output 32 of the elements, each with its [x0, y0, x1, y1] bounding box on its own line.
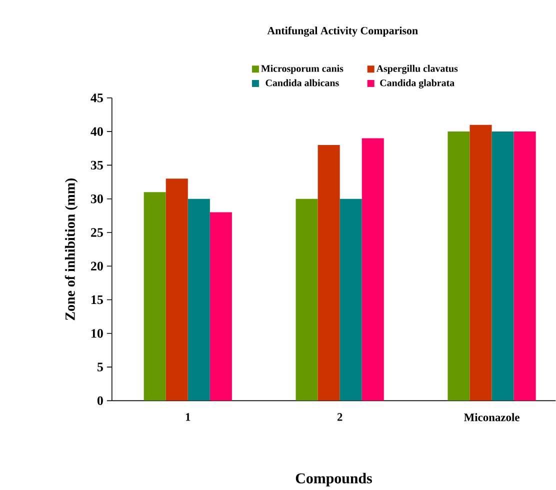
y-axis-title: Zone of inhibition (mm) — [64, 178, 78, 320]
legend-label: Candida albicans — [266, 79, 339, 86]
x-tick-label: 1 — [186, 413, 190, 421]
x-tick-label: Miconazole — [464, 413, 520, 422]
bar — [340, 198, 362, 401]
y-tick-label: 20 — [91, 262, 103, 271]
bar — [144, 192, 166, 401]
y-tick-label: 5 — [97, 362, 103, 372]
x-axis-title: Compounds — [296, 473, 372, 487]
bar — [470, 124, 492, 401]
legend-label: Microsporum canis — [261, 65, 344, 74]
y-tick-label: 15 — [92, 296, 103, 304]
y-tick-label: 35 — [90, 160, 103, 170]
bar — [210, 212, 232, 401]
legend-label: Candida glabrata — [380, 79, 454, 89]
chart-title: Antifungal Activity Comparison — [267, 26, 418, 37]
bar — [296, 198, 318, 401]
bar — [448, 132, 470, 401]
x-tick-label: 2 — [337, 413, 342, 421]
y-tick-label: 0 — [97, 396, 103, 406]
bar — [362, 138, 384, 401]
bar — [188, 198, 210, 401]
bar — [318, 145, 340, 401]
bar — [166, 178, 188, 401]
legend-label: Aspergillu clavatus — [376, 65, 458, 74]
bar — [514, 132, 536, 401]
bar — [492, 132, 514, 401]
y-tick-label: 45 — [90, 94, 103, 102]
y-tick-label: 10 — [92, 329, 103, 338]
y-tick-label: 40 — [90, 127, 103, 136]
y-tick-label: 25 — [91, 228, 103, 237]
y-tick-label: 30 — [90, 194, 103, 204]
